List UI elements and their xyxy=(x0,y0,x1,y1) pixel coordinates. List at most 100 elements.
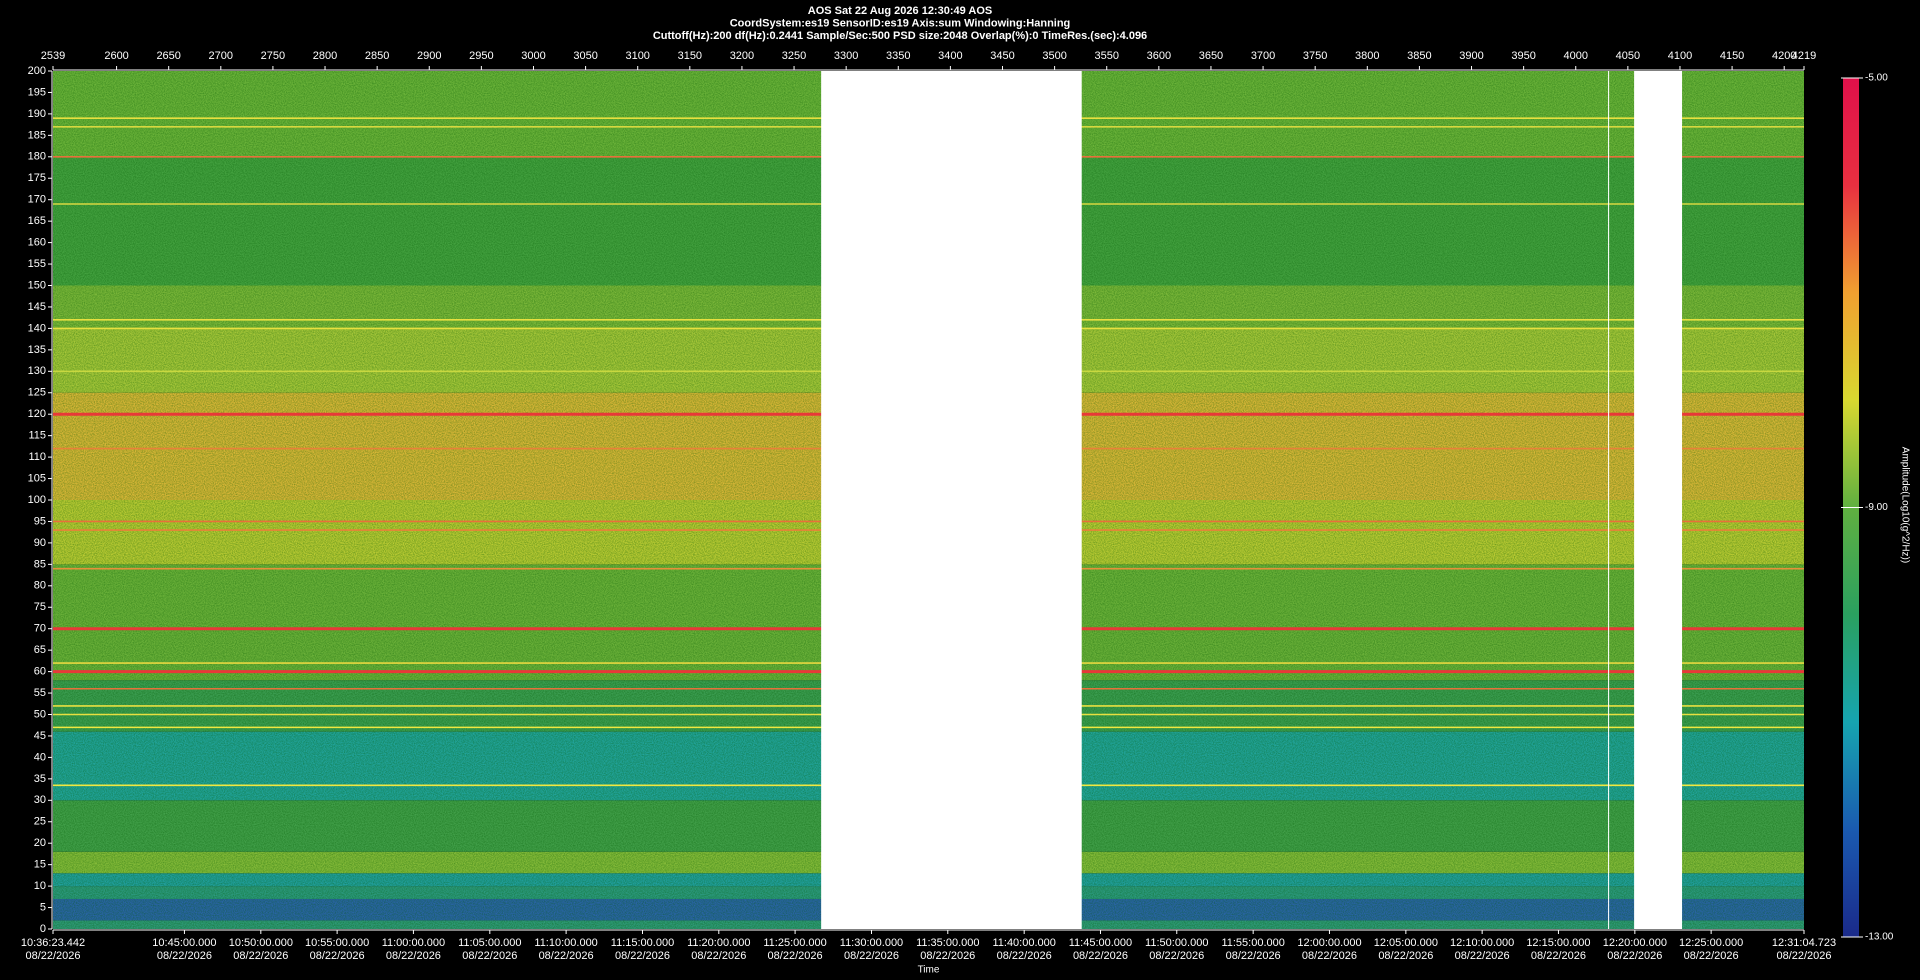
x-tick-label: 3300 xyxy=(834,50,858,62)
colorbar-tick-label: -13.00 xyxy=(1865,932,1894,943)
time-tick-label: 11:35:00.000 xyxy=(916,937,979,949)
date-label: 08/22/2026 xyxy=(1226,950,1281,962)
x-tick-label: 3500 xyxy=(1042,50,1066,62)
date-label: 08/22/2026 xyxy=(157,950,212,962)
time-tick-label: 11:50:00.000 xyxy=(1145,937,1208,949)
y-tick-label: 20 xyxy=(34,837,46,849)
y-tick-label: 90 xyxy=(34,537,46,549)
colorbar-tick-label: -5.00 xyxy=(1865,73,1888,84)
date-label: 08/22/2026 xyxy=(233,950,288,962)
y-tick-label: 185 xyxy=(28,129,46,141)
y-tick-label: 10 xyxy=(34,880,46,892)
time-tick-label: 11:00:00.000 xyxy=(382,937,445,949)
y-tick-label: 140 xyxy=(28,322,46,334)
y-tick-label: 165 xyxy=(28,215,46,227)
y-tick-label: 35 xyxy=(34,773,46,785)
x-tick-label: 4200 xyxy=(1772,50,1796,62)
x-tick-label: 2800 xyxy=(313,50,337,62)
date-label: 08/22/2026 xyxy=(1302,950,1357,962)
y-tick-label: 75 xyxy=(34,601,46,613)
y-tick-label: 125 xyxy=(28,387,46,399)
header-line: CoordSystem:es19 SensorID:es19 Axis:sum … xyxy=(730,17,1071,29)
x-tick-label: 2650 xyxy=(156,50,180,62)
y-tick-label: 30 xyxy=(34,794,46,806)
x-tick-label: 2700 xyxy=(209,50,233,62)
time-tick-label: 12:10:00.000 xyxy=(1450,937,1514,949)
date-label: 08/22/2026 xyxy=(1607,950,1662,962)
x-tick-label: 3750 xyxy=(1303,50,1327,62)
time-tick-label: 12:20:00.000 xyxy=(1603,937,1667,949)
y-tick-label: 70 xyxy=(34,623,46,635)
x-tick-label: 3150 xyxy=(678,50,702,62)
x-tick-label: 3600 xyxy=(1147,50,1171,62)
y-tick-label: 85 xyxy=(34,558,46,570)
x-tick-label: 4219 xyxy=(1792,50,1816,62)
date-label: 08/22/2026 xyxy=(1684,950,1739,962)
y-tick-label: 190 xyxy=(28,108,46,120)
date-label: 08/22/2026 xyxy=(25,950,80,962)
y-tick-label: 5 xyxy=(40,901,46,913)
date-label: 08/22/2026 xyxy=(1455,950,1510,962)
y-tick-label: 180 xyxy=(28,151,46,163)
date-label: 08/22/2026 xyxy=(310,950,365,962)
y-tick-label: 95 xyxy=(34,515,46,527)
x-tick-label: 2600 xyxy=(104,50,128,62)
date-label: 08/22/2026 xyxy=(768,950,823,962)
x-tick-label: 3900 xyxy=(1459,50,1483,62)
time-tick-label: 11:25:00.000 xyxy=(763,937,826,949)
x-tick-label: 3800 xyxy=(1355,50,1379,62)
time-tick-label: 11:05:00.000 xyxy=(458,937,521,949)
date-label: 08/22/2026 xyxy=(462,950,517,962)
date-label: 08/22/2026 xyxy=(1149,950,1204,962)
time-tick-label: 12:00:00.000 xyxy=(1297,937,1361,949)
x-tick-label: 4000 xyxy=(1564,50,1588,62)
x-tick-label: 3250 xyxy=(782,50,806,62)
date-label: 08/22/2026 xyxy=(691,950,746,962)
y-tick-label: 160 xyxy=(28,237,46,249)
y-tick-label: 65 xyxy=(34,644,46,656)
time-tick-label: 11:40:00.000 xyxy=(992,937,1055,949)
x-tick-label: 2750 xyxy=(261,50,285,62)
date-label: 08/22/2026 xyxy=(615,950,670,962)
time-tick-label: 12:25:00.000 xyxy=(1679,937,1743,949)
y-tick-label: 60 xyxy=(34,666,46,678)
time-tick-label: 12:31:04.723 xyxy=(1772,937,1836,949)
x-tick-label: 2850 xyxy=(365,50,389,62)
x-tick-label: 4100 xyxy=(1668,50,1692,62)
y-tick-label: 110 xyxy=(28,451,46,463)
time-tick-label: 11:10:00.000 xyxy=(534,937,597,949)
x-tick-label: 2950 xyxy=(469,50,493,62)
date-label: 08/22/2026 xyxy=(1776,950,1831,962)
y-tick-label: 150 xyxy=(28,279,46,291)
time-tick-label: 11:45:00.000 xyxy=(1069,937,1132,949)
date-label: 08/22/2026 xyxy=(539,950,594,962)
y-tick-label: 195 xyxy=(28,86,46,98)
y-tick-label: 130 xyxy=(28,365,46,377)
time-tick-label: 12:05:00.000 xyxy=(1374,937,1438,949)
x-axis-title: Time xyxy=(918,965,940,976)
y-tick-label: 145 xyxy=(28,301,46,313)
time-tick-label: 11:15:00.000 xyxy=(611,937,674,949)
y-tick-label: 80 xyxy=(34,580,46,592)
date-label: 08/22/2026 xyxy=(1073,950,1128,962)
x-tick-label: 3350 xyxy=(886,50,910,62)
x-tick-label: 2900 xyxy=(417,50,441,62)
date-label: 08/22/2026 xyxy=(844,950,899,962)
y-tick-label: 45 xyxy=(34,730,46,742)
x-tick-label: 3050 xyxy=(573,50,597,62)
y-tick-label: 55 xyxy=(34,687,46,699)
date-label: 08/22/2026 xyxy=(997,950,1052,962)
x-tick-label: 4150 xyxy=(1720,50,1744,62)
data-gap xyxy=(821,71,1082,929)
time-tick-label: 10:36:23.442 xyxy=(21,937,85,949)
time-tick-label: 10:55:00.000 xyxy=(305,937,369,949)
time-tick-label: 12:15:00.000 xyxy=(1526,937,1590,949)
x-tick-label: 3100 xyxy=(625,50,649,62)
colorbar-tick-label: -9.00 xyxy=(1865,502,1888,513)
y-tick-label: 115 xyxy=(28,430,46,442)
x-tick-label: 3400 xyxy=(938,50,962,62)
x-tick-label: 3650 xyxy=(1199,50,1223,62)
data-gap xyxy=(1608,71,1610,929)
date-label: 08/22/2026 xyxy=(920,950,975,962)
